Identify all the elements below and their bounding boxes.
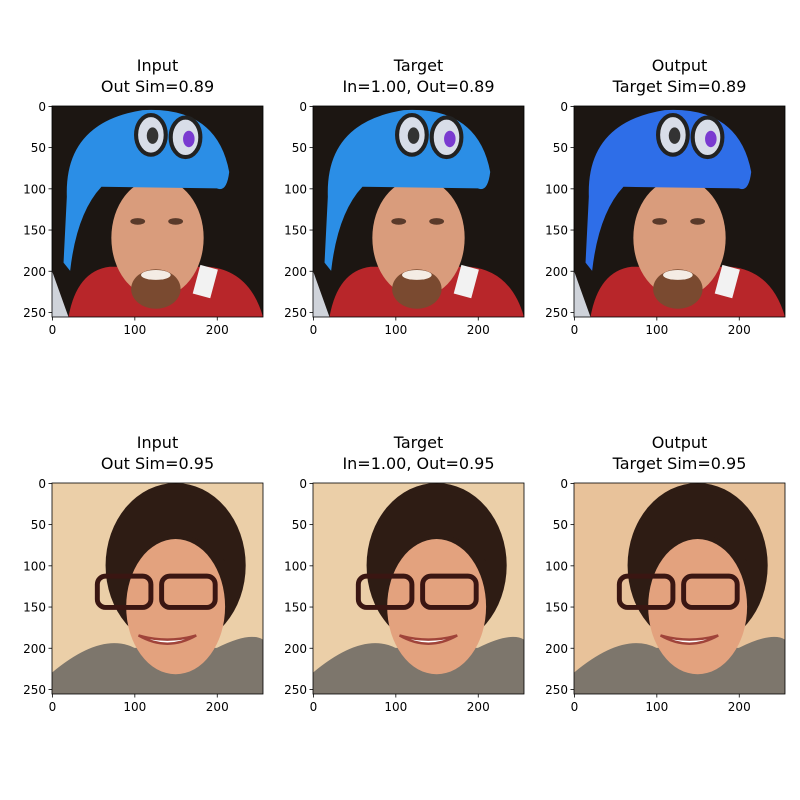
y-tick-label: 50 bbox=[292, 518, 307, 532]
y-tick-label: 0 bbox=[299, 477, 307, 491]
subplot-title: Target bbox=[393, 56, 444, 75]
subplot-title: Target bbox=[393, 433, 444, 452]
image bbox=[574, 106, 785, 317]
subplot-title: Input bbox=[137, 433, 178, 452]
image bbox=[574, 483, 785, 694]
y-tick-label: 100 bbox=[545, 182, 568, 196]
y-tick-label: 200 bbox=[284, 265, 307, 279]
x-tick-label: 100 bbox=[384, 700, 407, 714]
y-tick-label: 0 bbox=[560, 100, 568, 114]
x-tick-label: 100 bbox=[645, 323, 668, 337]
x-tick-label: 0 bbox=[310, 700, 318, 714]
y-tick-label: 250 bbox=[284, 683, 307, 697]
y-tick-label: 150 bbox=[284, 601, 307, 615]
subplot-title: Out Sim=0.95 bbox=[101, 454, 214, 473]
y-tick-label: 50 bbox=[292, 141, 307, 155]
subplot-title: Out Sim=0.89 bbox=[101, 77, 214, 96]
axes-frame bbox=[573, 105, 786, 318]
x-tick-label: 200 bbox=[206, 323, 229, 337]
subplot: Input Out Sim=0.89 0 100 200 0 50 100 150 200 250 bbox=[23, 56, 264, 337]
axes-frame bbox=[51, 105, 264, 318]
y-tick-label: 50 bbox=[31, 141, 46, 155]
image bbox=[52, 106, 263, 317]
x-tick-label: 0 bbox=[571, 700, 579, 714]
y-tick-label: 150 bbox=[23, 601, 46, 615]
subplot-title: Output bbox=[652, 433, 708, 452]
y-tick-label: 150 bbox=[545, 224, 568, 238]
y-tick-label: 100 bbox=[284, 182, 307, 196]
y-tick-label: 50 bbox=[31, 518, 46, 532]
y-tick-label: 250 bbox=[23, 306, 46, 320]
image bbox=[313, 483, 524, 694]
subplot: Output Target Sim=0.89 0 100 200 0 50 100 150 200… bbox=[545, 56, 786, 337]
x-tick-label: 100 bbox=[645, 700, 668, 714]
axes-frame bbox=[312, 105, 525, 318]
axes-frame bbox=[51, 482, 264, 695]
x-tick-label: 100 bbox=[123, 323, 146, 337]
y-tick-label: 200 bbox=[23, 265, 46, 279]
subplot: Input Out Sim=0.95 0 100 200 0 50 100 150 200 250 bbox=[23, 433, 264, 714]
y-tick-label: 50 bbox=[553, 518, 568, 532]
subplot: Target In=1.00, Out=0.89 0 100 200 0 50 100 150 2… bbox=[284, 56, 525, 337]
y-tick-label: 150 bbox=[23, 224, 46, 238]
y-tick-label: 0 bbox=[560, 477, 568, 491]
x-tick-label: 0 bbox=[49, 700, 57, 714]
y-tick-label: 250 bbox=[545, 683, 568, 697]
x-tick-label: 200 bbox=[467, 323, 490, 337]
y-tick-label: 100 bbox=[545, 559, 568, 573]
x-tick-label: 0 bbox=[49, 323, 57, 337]
y-tick-label: 150 bbox=[545, 601, 568, 615]
y-tick-label: 150 bbox=[284, 224, 307, 238]
y-tick-label: 100 bbox=[23, 182, 46, 196]
y-tick-label: 250 bbox=[284, 306, 307, 320]
axes-frame bbox=[312, 482, 525, 695]
y-tick-label: 200 bbox=[545, 642, 568, 656]
x-tick-label: 0 bbox=[571, 323, 579, 337]
x-tick-label: 100 bbox=[384, 323, 407, 337]
x-tick-label: 200 bbox=[728, 323, 751, 337]
subplot-title: In=1.00, Out=0.95 bbox=[342, 454, 494, 473]
y-tick-label: 200 bbox=[23, 642, 46, 656]
image bbox=[52, 483, 263, 694]
y-tick-label: 200 bbox=[284, 642, 307, 656]
x-tick-label: 0 bbox=[310, 323, 318, 337]
subplot: Target In=1.00, Out=0.95 0 100 200 0 50 100 150 2… bbox=[284, 433, 525, 714]
subplot-title: Target Sim=0.95 bbox=[612, 454, 747, 473]
y-tick-label: 250 bbox=[545, 306, 568, 320]
y-tick-label: 50 bbox=[553, 141, 568, 155]
y-tick-label: 100 bbox=[23, 559, 46, 573]
y-tick-label: 0 bbox=[299, 100, 307, 114]
y-tick-label: 100 bbox=[284, 559, 307, 573]
subplot: Output Target Sim=0.95 0 100 200 0 50 100 150 200… bbox=[545, 433, 786, 714]
x-tick-label: 100 bbox=[123, 700, 146, 714]
subplot-title: Target Sim=0.89 bbox=[612, 77, 747, 96]
y-tick-label: 250 bbox=[23, 683, 46, 697]
image bbox=[313, 106, 524, 317]
y-tick-label: 0 bbox=[38, 100, 46, 114]
subplot-title: In=1.00, Out=0.89 bbox=[342, 77, 494, 96]
subplot-title: Output bbox=[652, 56, 708, 75]
x-tick-label: 200 bbox=[206, 700, 229, 714]
axes-frame bbox=[573, 482, 786, 695]
x-tick-label: 200 bbox=[467, 700, 490, 714]
subplot-title: Input bbox=[137, 56, 178, 75]
y-tick-label: 0 bbox=[38, 477, 46, 491]
x-tick-label: 200 bbox=[728, 700, 751, 714]
y-tick-label: 200 bbox=[545, 265, 568, 279]
